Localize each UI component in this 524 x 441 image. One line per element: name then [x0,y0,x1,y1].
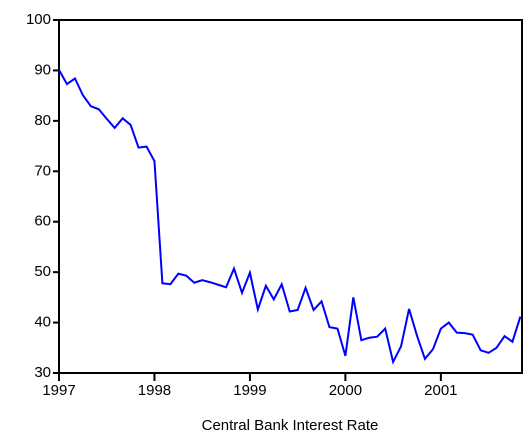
y-tick-label: 50 [34,263,51,280]
x-tick-label: 2000 [329,382,362,399]
y-tick-label: 60 [34,213,51,230]
y-tick-label: 90 [34,61,51,78]
x-tick-label: 1998 [138,382,171,399]
data-line [58,69,522,365]
x-tick-label: 1999 [233,382,266,399]
x-axis-label: Central Bank Interest Rate [202,417,379,434]
y-tick-label: 100 [26,11,51,28]
y-tick-label: 80 [34,112,51,129]
x-tick-label: 1997 [42,382,75,399]
plot-frame [58,19,523,374]
y-tick-label: 40 [34,314,51,331]
x-tick-label: 2001 [424,382,457,399]
y-tick-label: 30 [34,364,51,381]
y-tick-label: 70 [34,162,51,179]
